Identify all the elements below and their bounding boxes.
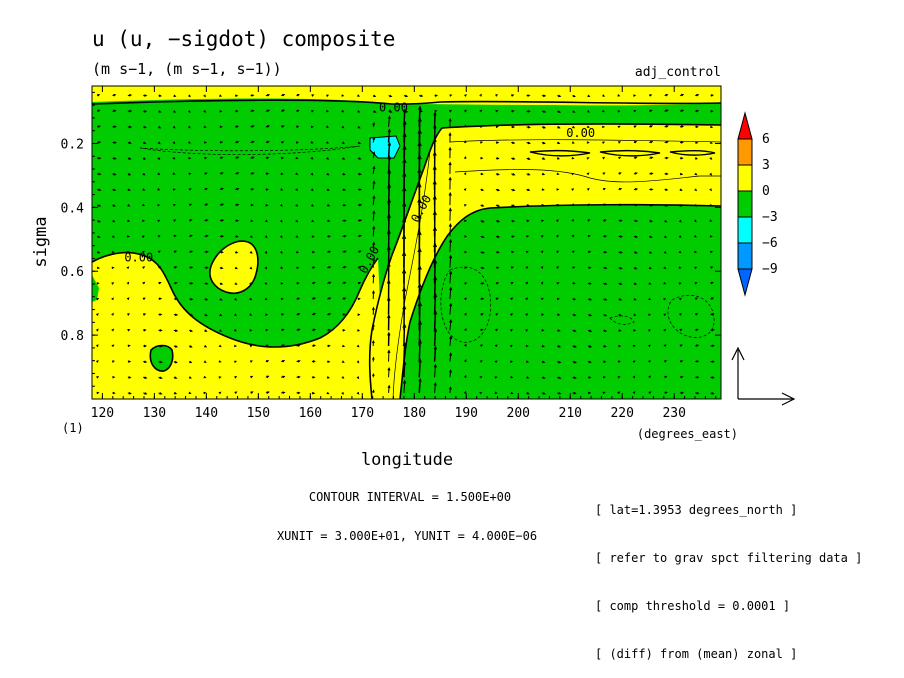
y-axis-label: sigma [31,216,51,267]
contour-label: 0.00 [566,126,595,140]
colorbar: 6 3 0 −3 −6 −9 [738,113,778,295]
wind-vector [557,314,559,316]
colorbar-swatch [738,191,752,217]
wind-vector [725,188,727,190]
wind-vector [725,110,727,112]
colorbar-swatch [738,139,752,165]
colorbar-label: −3 [762,210,778,225]
wind-vector [343,329,345,331]
wind-vector [726,392,728,394]
x-tick-label: 160 [299,406,322,421]
wind-vector [726,361,729,363]
wind-vector [726,377,728,379]
wind-vector [726,298,729,300]
wind-vector [603,376,605,378]
vector-scale-key [732,348,794,405]
chart-subtitle: (m s−1, (m s−1, s−1)) [92,60,282,78]
wind-vector [726,314,729,316]
colorbar-swatch [738,243,752,269]
wind-vector [588,392,590,394]
x-axis-units: (degrees_east) [637,427,738,441]
colorbar-swatch [738,269,752,295]
wind-vector [726,236,728,238]
chart-title: u (u, −sigdot) composite [92,27,395,51]
wind-vector [726,345,729,347]
wind-vector [711,110,713,112]
colorbar-label: 6 [762,132,770,147]
wind-vector [573,283,575,285]
experiment-label: adj_control [635,65,721,80]
y-tick-label: 0.8 [61,329,84,344]
colorbar-label: −6 [762,236,778,251]
y-tick-label: 0.6 [61,265,84,280]
wind-vector [112,376,114,378]
wind-vector [266,189,268,191]
x-tick-label: 140 [195,406,218,421]
contour-label: 0.00 [124,251,153,265]
wind-vector [220,126,222,128]
x-tick-label: 170 [351,406,374,421]
colorbar-swatch [738,165,752,191]
wind-vector [726,251,728,253]
x-tick-label: 190 [455,406,478,421]
colorbar-swatch [738,113,752,139]
wind-vector [327,361,329,363]
x-tick-label: 180 [403,406,426,421]
wind-vector [725,142,727,144]
x-tick-label: 230 [662,406,685,421]
wind-vector [726,95,728,97]
colorbar-swatch [738,217,752,243]
wind-vector [725,173,727,175]
wind-vector [312,251,314,253]
wind-vector [726,329,729,331]
wind-vector [725,126,727,128]
y-tick-label: 0.4 [61,201,85,216]
metadata-line: [ (diff) from (mean) zonal ] [595,646,862,662]
wind-vector [527,220,529,222]
x-tick-label: 130 [143,406,166,421]
metadata-block: [ lat=1.3953 degrees_north ] [ refer to … [595,470,862,678]
metadata-line: [ comp threshold = 0.0001 ] [595,598,862,614]
wind-vector [481,157,483,159]
wind-vector [128,361,130,363]
x-tick-label: 120 [91,406,114,421]
y-tick-label: 0.2 [61,137,84,152]
wind-vector [726,267,729,269]
x-tick-label: 210 [559,406,582,421]
wind-vector [726,220,728,222]
wind-vector [511,251,513,253]
colorbar-label: 0 [762,184,770,199]
colorbar-label: −9 [762,262,778,277]
metadata-line: [ refer to grav spct filtering data ] [595,550,862,566]
x-tick-label: 220 [610,406,633,421]
wind-vector [296,267,298,269]
wind-vector [726,282,729,284]
wind-vector [725,157,727,159]
contour-interval-text: CONTOUR INTERVAL = 1.500E+00 [309,490,511,504]
contour-label: 0.00 [379,101,408,115]
wind-vector [725,204,727,206]
x-axis-label: longitude [361,450,453,470]
metadata-line: [ lat=1.3953 degrees_north ] [595,502,862,518]
lower-left-label: (1) [62,421,84,435]
colorbar-label: 3 [762,158,770,173]
x-tick-label: 200 [507,406,530,421]
x-tick-label: 150 [247,406,270,421]
vector-units-text: XUNIT = 3.000E+01, YUNIT = 4.000E−06 [277,529,537,543]
